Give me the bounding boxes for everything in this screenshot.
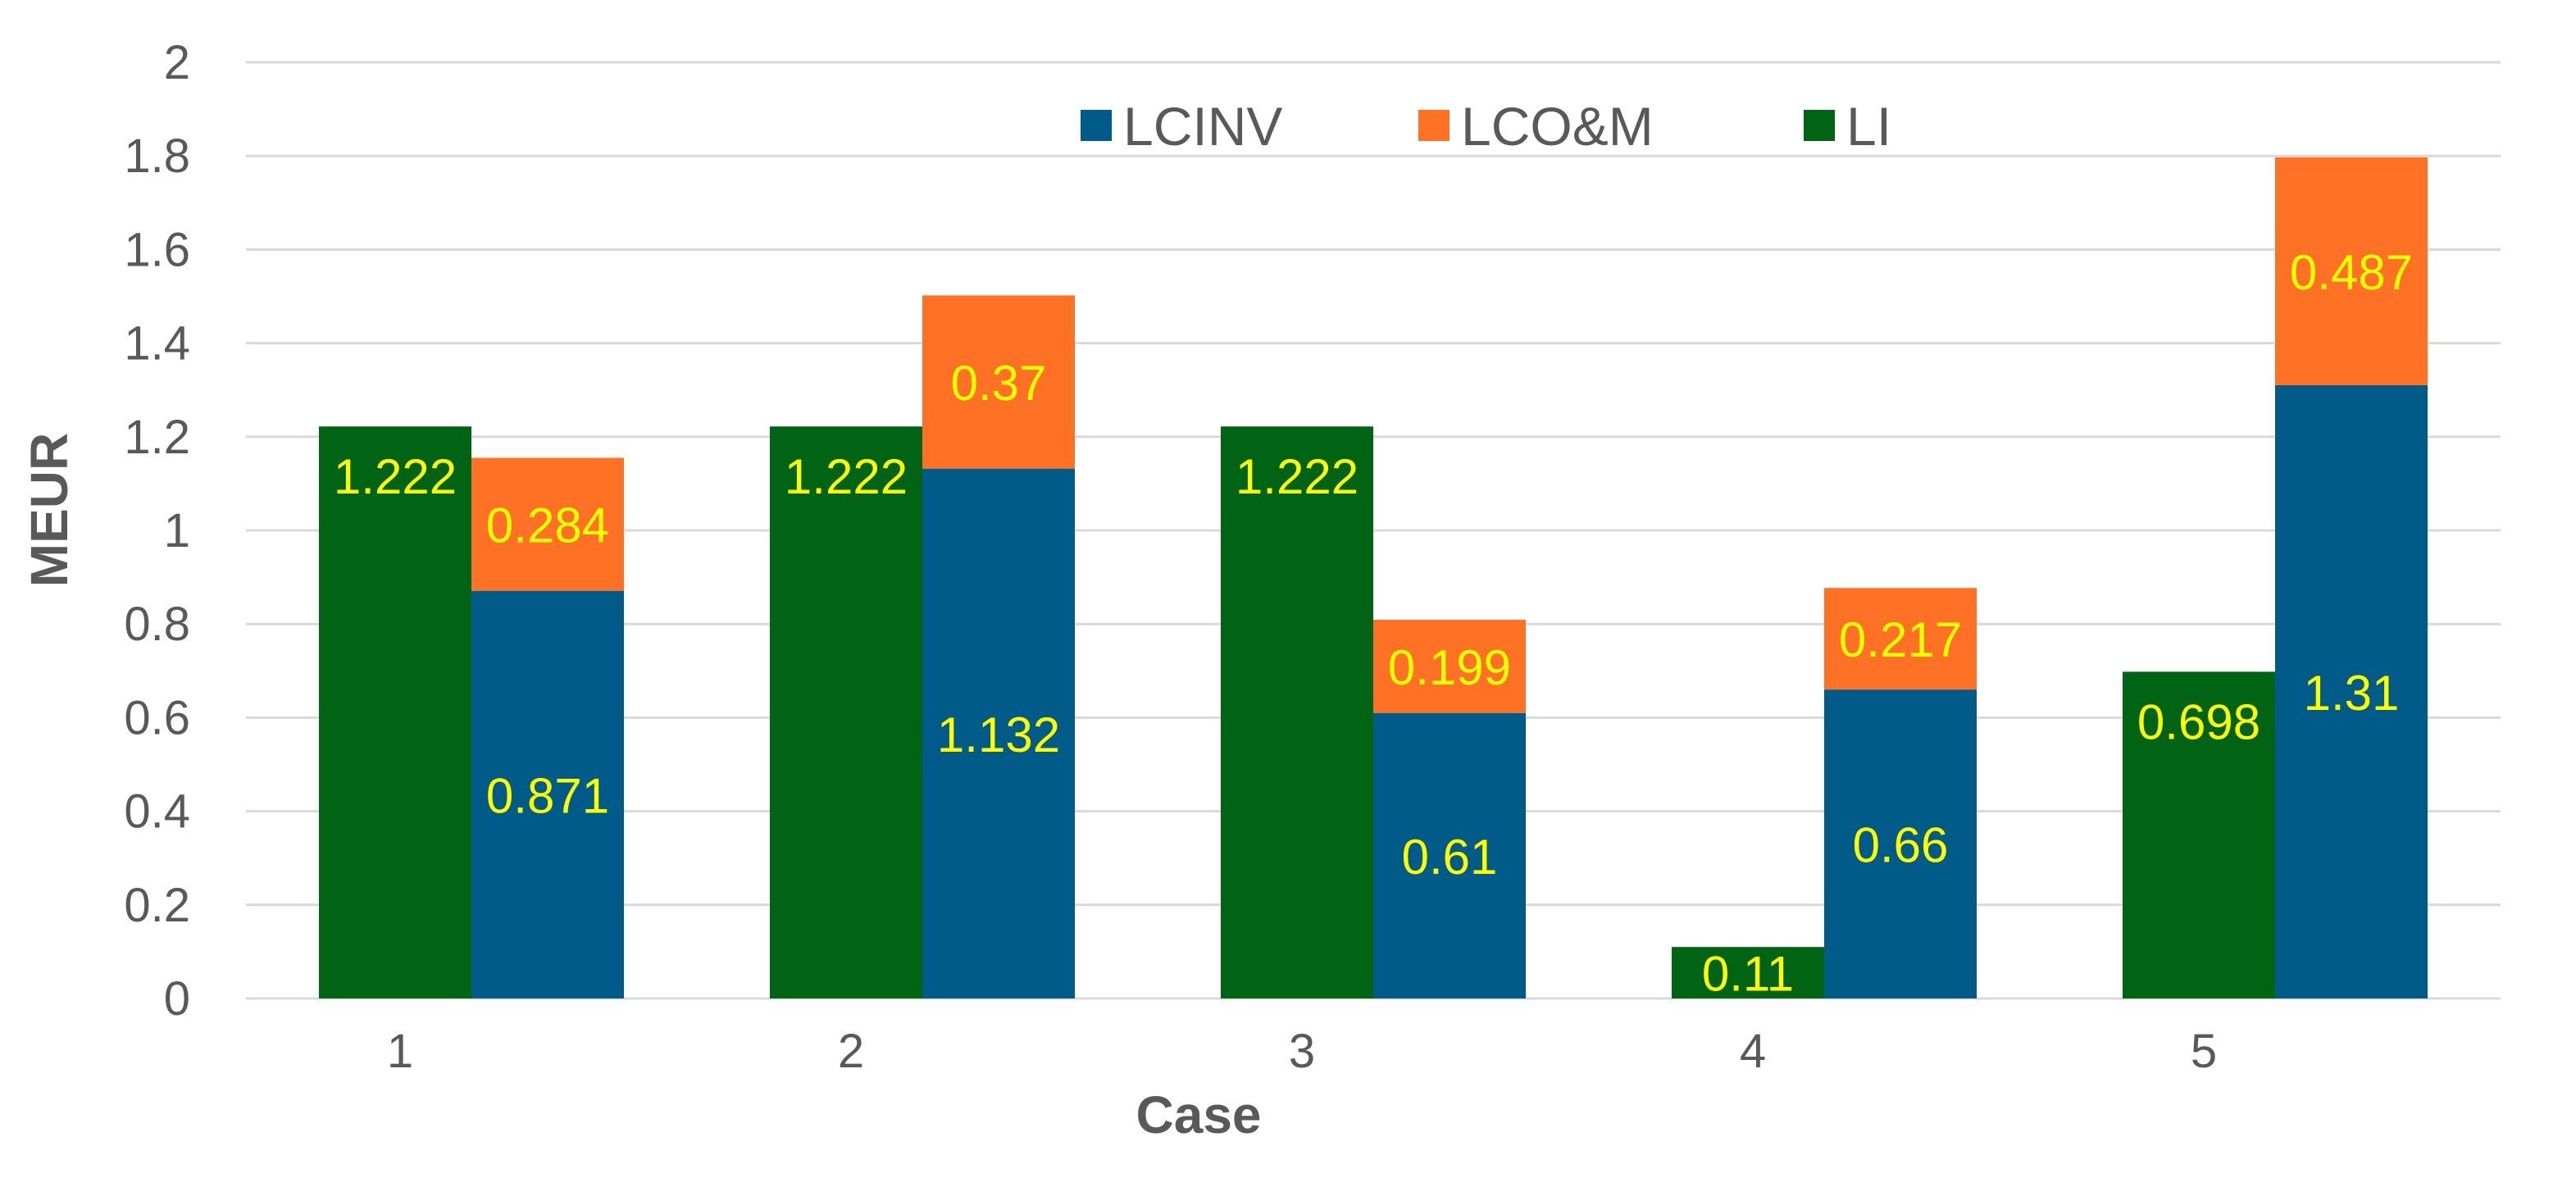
data-label-lcom: 0.487 <box>2290 245 2413 300</box>
y-tick-label: 1.2 <box>124 411 190 464</box>
data-label-lcinv: 0.871 <box>486 768 609 823</box>
data-label-li: 1.222 <box>334 449 457 504</box>
legend-label: LCINV <box>1123 96 1282 157</box>
y-tick-label: 1.8 <box>124 130 190 183</box>
bars <box>319 157 2428 998</box>
data-label-lcom: 0.217 <box>1839 612 1962 667</box>
bar-li-case-5 <box>2123 671 2275 998</box>
legend: LCINV LCO&M LI <box>1081 96 1891 157</box>
legend-label: LCO&M <box>1461 96 1654 157</box>
data-label-li: 1.222 <box>1236 449 1359 504</box>
y-tick-label: 0.8 <box>124 598 190 651</box>
data-label-li: 0.698 <box>2137 694 2260 749</box>
x-tick-label: 3 <box>1289 1025 1315 1078</box>
legend-swatch <box>1804 110 1835 141</box>
bar-lcinv-case-2 <box>922 468 1075 998</box>
bar-lcom-case-2 <box>922 295 1075 469</box>
x-tick-label: 4 <box>1740 1025 1766 1078</box>
y-tick-label: 0.6 <box>124 691 190 744</box>
y-axis-ticks: 0 0.2 0.4 0.6 0.8 1 1.2 1.4 1.6 1.8 2 <box>124 36 190 1026</box>
data-label-lcom: 0.199 <box>1388 640 1511 695</box>
y-tick-label: 0.4 <box>124 785 190 839</box>
x-tick-label: 2 <box>838 1025 864 1078</box>
bar-li-case-1 <box>319 426 471 998</box>
data-label-lcinv: 0.61 <box>1402 830 1498 885</box>
bar-li-case-4 <box>1672 947 1824 998</box>
data-label-lcinv: 0.66 <box>1853 818 1949 873</box>
x-axis-title: Case <box>1136 1085 1262 1144</box>
bar-li-case-3 <box>1221 426 1373 998</box>
bar-lcinv-case-4 <box>1824 689 1977 998</box>
x-tick-label: 5 <box>2191 1025 2217 1078</box>
data-labels: 1.222 0.871 0.284 1.222 1.132 0.37 1.222 0.61 0.… <box>334 245 2413 1002</box>
bar-lcinv-case-1 <box>471 590 624 998</box>
data-label-lcinv: 1.132 <box>937 707 1060 762</box>
legend-swatch <box>1418 110 1450 141</box>
legend-swatch <box>1081 110 1112 141</box>
data-label-li: 0.11 <box>1702 947 1794 1002</box>
x-tick-label: 1 <box>387 1025 413 1078</box>
bar-lcom-case-4 <box>1824 588 1977 690</box>
bar-lcinv-case-3 <box>1373 712 1526 998</box>
y-tick-label: 0 <box>164 972 190 1026</box>
data-label-lcinv: 1.31 <box>2304 666 2400 721</box>
bar-lcom-case-1 <box>471 457 624 591</box>
x-axis-ticks: 1 2 3 4 5 <box>387 1025 2217 1078</box>
legend-label: LI <box>1846 96 1891 157</box>
data-label-lcom: 0.37 <box>951 356 1047 411</box>
y-tick-label: 0.2 <box>124 879 190 932</box>
y-axis-title: MEUR <box>20 433 79 587</box>
y-tick-label: 1.4 <box>124 317 190 371</box>
y-tick-label: 1 <box>164 504 190 557</box>
data-label-lcom: 0.284 <box>486 498 609 553</box>
bar-lcinv-case-5 <box>2275 384 2428 998</box>
bar-lcom-case-3 <box>1373 620 1526 713</box>
y-tick-label: 1.6 <box>124 223 190 276</box>
bar-li-case-2 <box>770 426 922 998</box>
y-tick-label: 2 <box>164 36 190 89</box>
bar-lcom-case-5 <box>2275 157 2428 385</box>
data-label-li: 1.222 <box>785 449 908 504</box>
